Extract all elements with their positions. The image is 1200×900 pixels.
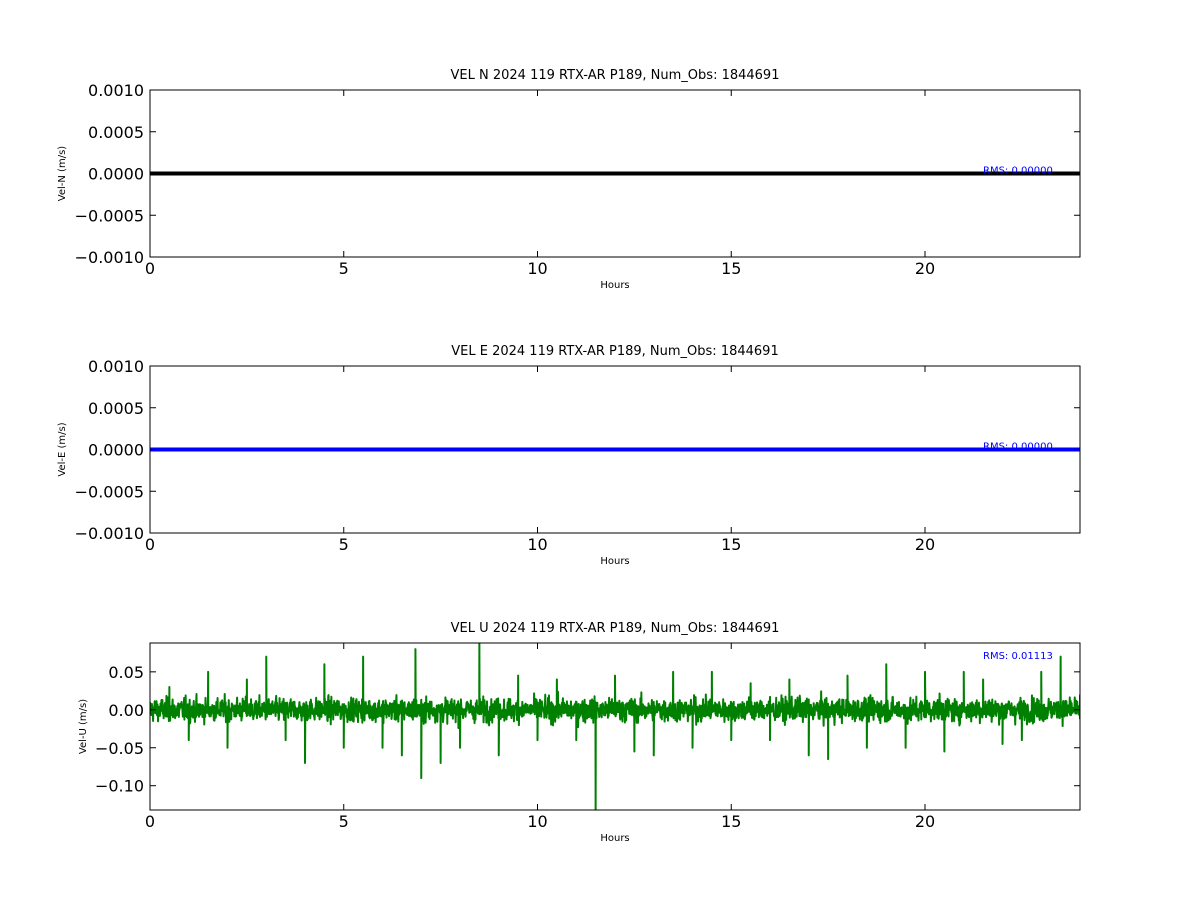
x-tick-label: 15 [721, 535, 741, 554]
y-tick-label: −0.0005 [75, 206, 144, 225]
x-tick-label: 20 [915, 535, 935, 554]
x-tick-label: 20 [915, 812, 935, 831]
y-tick-label: −0.05 [95, 739, 144, 758]
y-tick-label: 0.0010 [88, 81, 144, 100]
x-tick-label: 0 [145, 535, 155, 554]
chart-title: VEL E 2024 119 RTX-AR P189, Num_Obs: 184… [451, 344, 778, 359]
x-tick-label: 20 [915, 259, 935, 278]
plot-frame-2 [149, 642, 1081, 811]
y-tick-label: 0.0010 [88, 357, 144, 376]
chart-title: VEL N 2024 119 RTX-AR P189, Num_Obs: 184… [451, 68, 780, 83]
x-tick-label: 0 [145, 812, 155, 831]
x-tick-label: 15 [721, 259, 741, 278]
y-tick-label: 0.0005 [88, 399, 144, 418]
y-tick-label: −0.10 [95, 777, 144, 796]
rms-annotation: RMS: 0.00000 [983, 166, 1053, 177]
x-tick-label: 10 [527, 535, 547, 554]
y-tick-label: 0.0000 [88, 165, 144, 184]
x-tick-label: 0 [145, 259, 155, 278]
y-axis-label: Vel-U (m/s) [78, 699, 89, 754]
x-tick-label: 15 [721, 812, 741, 831]
y-tick-label: −0.0010 [75, 248, 144, 267]
x-tick-label: 10 [527, 812, 547, 831]
y-axis-label: Vel-E (m/s) [57, 422, 68, 476]
rms-annotation: RMS: 0.01113 [983, 651, 1053, 662]
y-tick-label: 0.00 [108, 701, 144, 720]
x-tick-label: 5 [339, 812, 349, 831]
x-tick-label: 10 [527, 259, 547, 278]
y-tick-label: 0.0005 [88, 123, 144, 142]
x-axis-label: Hours [600, 556, 629, 567]
x-tick-label: 5 [339, 259, 349, 278]
x-tick-label: 5 [339, 535, 349, 554]
y-tick-label: −0.0005 [75, 482, 144, 501]
rms-annotation: RMS: 0.00000 [983, 442, 1053, 453]
chart-title: VEL U 2024 119 RTX-AR P189, Num_Obs: 184… [451, 621, 780, 636]
y-tick-label: −0.0010 [75, 524, 144, 543]
y-tick-label: 0.05 [108, 663, 144, 682]
y-tick-label: 0.0000 [88, 441, 144, 460]
series-line-2 [150, 643, 1080, 810]
y-axis-label: Vel-N (m/s) [57, 146, 68, 201]
x-axis-label: Hours [600, 833, 629, 844]
x-axis-label: Hours [600, 280, 629, 291]
